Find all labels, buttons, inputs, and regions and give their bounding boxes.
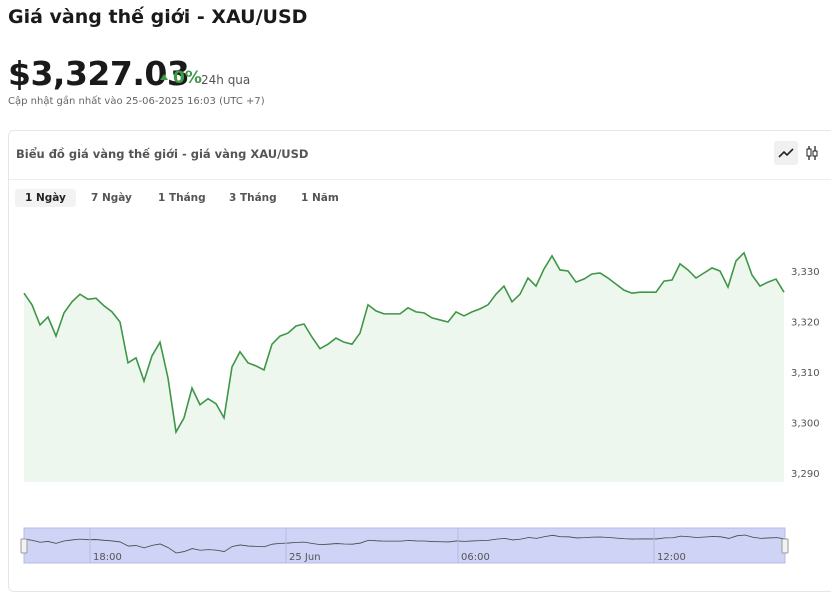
page: {"header": {"title": "Giá vàng thế giới … <box>0 0 831 573</box>
candle-icon <box>806 146 818 160</box>
candle-chart-button[interactable] <box>800 141 824 165</box>
range-tab[interactable]: 1 Ngày <box>15 189 76 207</box>
line-icon <box>778 148 794 158</box>
page-title: Giá vàng thế giới - XAU/USD <box>8 6 308 28</box>
separator <box>9 179 831 180</box>
chart-type-toggle <box>774 141 828 167</box>
card-title: Biểu đồ giá vàng thế giới - giá vàng XAU… <box>16 147 309 161</box>
range-tab[interactable]: 7 Ngày <box>91 192 132 204</box>
range-tab[interactable]: 1 Năm <box>301 192 339 204</box>
change-period: 24h qua <box>201 73 251 87</box>
range-tab[interactable]: 1 Tháng <box>158 192 206 204</box>
price-change: 0% <box>160 68 202 88</box>
update-time: Cập nhật gần nhất vào 25-06-2025 16:03 (… <box>8 96 265 107</box>
range-tab[interactable]: 3 Tháng <box>229 192 277 204</box>
line-chart-button[interactable] <box>774 141 798 165</box>
